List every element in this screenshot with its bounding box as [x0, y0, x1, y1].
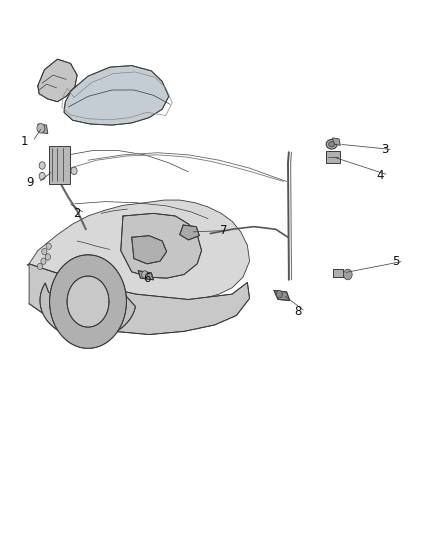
Text: 3: 3 [381, 143, 389, 156]
Polygon shape [49, 255, 127, 349]
Polygon shape [180, 225, 199, 240]
Polygon shape [38, 59, 77, 102]
Polygon shape [121, 213, 201, 278]
Text: 8: 8 [294, 305, 301, 318]
Text: 1: 1 [21, 135, 28, 148]
Circle shape [41, 258, 46, 264]
Circle shape [46, 243, 51, 249]
Polygon shape [332, 138, 340, 146]
Bar [326, 151, 340, 163]
Polygon shape [40, 283, 135, 339]
Polygon shape [29, 264, 250, 335]
Circle shape [39, 172, 45, 180]
Ellipse shape [328, 142, 335, 147]
Circle shape [42, 248, 47, 255]
Circle shape [45, 254, 50, 260]
Text: 5: 5 [392, 255, 399, 268]
Text: 6: 6 [143, 272, 151, 285]
Polygon shape [274, 290, 290, 301]
Circle shape [276, 290, 283, 298]
Text: 4: 4 [377, 168, 384, 182]
Text: 7: 7 [219, 224, 227, 237]
Polygon shape [38, 124, 48, 134]
Polygon shape [132, 236, 166, 264]
Circle shape [37, 263, 42, 270]
Ellipse shape [326, 140, 337, 149]
Circle shape [37, 124, 45, 133]
Polygon shape [27, 200, 250, 301]
Polygon shape [64, 66, 169, 125]
Text: 9: 9 [27, 176, 34, 189]
Text: 2: 2 [73, 207, 81, 220]
Circle shape [71, 167, 77, 174]
Polygon shape [138, 271, 153, 280]
Bar [49, 146, 70, 184]
Circle shape [343, 269, 352, 280]
Circle shape [142, 271, 148, 278]
Circle shape [39, 162, 45, 169]
Bar [333, 269, 343, 277]
Polygon shape [67, 276, 109, 327]
